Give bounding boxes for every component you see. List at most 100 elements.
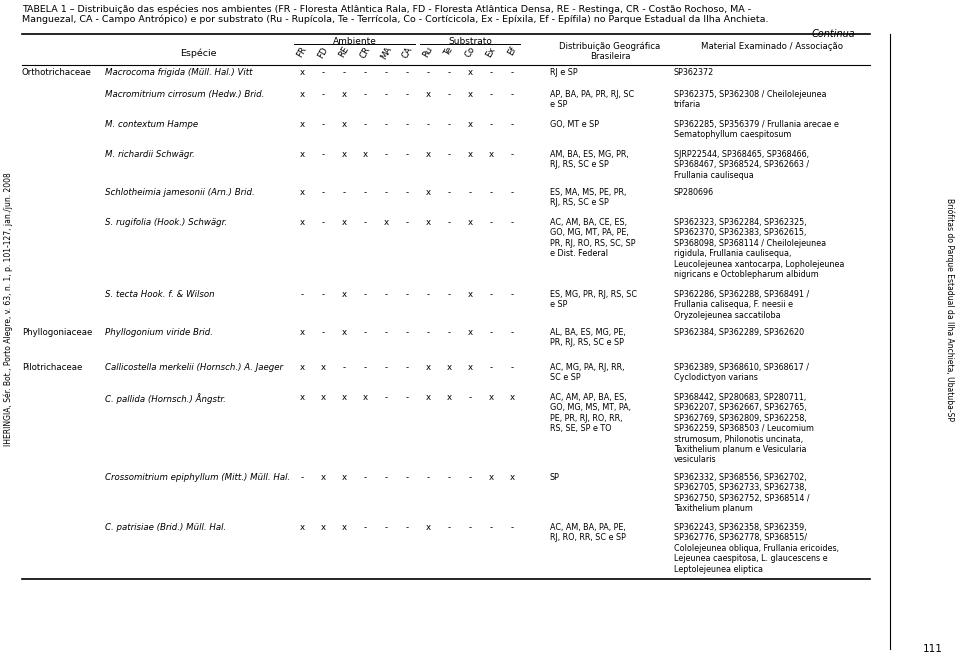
Text: AC, AM, AP, BA, ES,
GO, MG, MS, MT, PA,
PE, PR, RJ, RO, RR,
RS, SE, SP e TO: AC, AM, AP, BA, ES, GO, MG, MS, MT, PA, … (550, 393, 631, 433)
Text: -: - (511, 290, 514, 299)
Text: -: - (511, 90, 514, 99)
Text: x: x (446, 363, 451, 372)
Text: x: x (300, 363, 304, 372)
Text: RJ e SP: RJ e SP (550, 68, 578, 77)
Text: SP362243, SP362358, SP362359,
SP362776, SP362778, SP368515/
Cololejeunea obliqua: SP362243, SP362358, SP362359, SP362776, … (674, 523, 839, 573)
Text: -: - (322, 68, 324, 77)
Text: x: x (321, 473, 325, 482)
Text: -: - (364, 523, 367, 532)
Text: -: - (364, 188, 367, 197)
Text: x: x (510, 393, 515, 402)
Text: -: - (447, 328, 450, 337)
Text: -: - (447, 290, 450, 299)
Text: -: - (405, 363, 409, 372)
Text: -: - (364, 363, 367, 372)
Text: -: - (426, 290, 429, 299)
Text: M. contextum Hampe: M. contextum Hampe (105, 120, 198, 129)
Text: -: - (468, 473, 471, 482)
Text: x: x (425, 523, 431, 532)
Text: -: - (343, 363, 346, 372)
Text: Co: Co (464, 45, 477, 59)
Text: M. richardii Schwägr.: M. richardii Schwägr. (105, 150, 195, 159)
Text: -: - (511, 328, 514, 337)
Text: CA: CA (400, 45, 414, 60)
Text: -: - (405, 150, 409, 159)
Text: ES, MG, PR, RJ, RS, SC
e SP: ES, MG, PR, RJ, RS, SC e SP (550, 290, 637, 309)
Text: -: - (384, 90, 388, 99)
Text: -: - (447, 150, 450, 159)
Text: -: - (384, 68, 388, 77)
Text: SP362323, SP362284, SP362325,
SP362370, SP362383, SP362615,
SP368098, SP368114 /: SP362323, SP362284, SP362325, SP362370, … (674, 218, 845, 279)
Text: x: x (342, 90, 347, 99)
Text: -: - (447, 120, 450, 129)
Text: x: x (425, 218, 431, 227)
Text: SP362384, SP362289, SP362620: SP362384, SP362289, SP362620 (674, 328, 804, 337)
Text: Callicostella merkelii (Hornsch.) A. Jaeger: Callicostella merkelii (Hornsch.) A. Jae… (105, 363, 283, 372)
Text: -: - (490, 363, 492, 372)
Text: x: x (342, 120, 347, 129)
Text: AC, MG, PA, RJ, RR,
SC e SP: AC, MG, PA, RJ, RR, SC e SP (550, 363, 625, 382)
Text: -: - (364, 120, 367, 129)
Text: -: - (447, 90, 450, 99)
Text: x: x (321, 523, 325, 532)
Text: -: - (322, 120, 324, 129)
Text: -: - (405, 218, 409, 227)
Text: SP362286, SP362288, SP368491 /
Frullania calisequa, F. neesii e
Oryzolejeunea sa: SP362286, SP362288, SP368491 / Frullania… (674, 290, 809, 320)
Text: -: - (511, 120, 514, 129)
Text: C. patrisiae (Brid.) Müll. Hal.: C. patrisiae (Brid.) Müll. Hal. (105, 523, 227, 532)
Text: -: - (384, 393, 388, 402)
Text: -: - (384, 188, 388, 197)
Text: S. tecta Hook. f. & Wilson: S. tecta Hook. f. & Wilson (105, 290, 215, 299)
Text: -: - (364, 218, 367, 227)
Text: -: - (426, 120, 429, 129)
Text: x: x (300, 328, 304, 337)
Text: -: - (384, 523, 388, 532)
Text: x: x (321, 393, 325, 402)
Text: Crossomitrium epiphyllum (Mitt.) Müll. Hal.: Crossomitrium epiphyllum (Mitt.) Müll. H… (105, 473, 290, 482)
Text: Manguezal, CA - Campo Antrópico) e por substrato (Ru - Rupícola, Te - Terrícola,: Manguezal, CA - Campo Antrópico) e por s… (22, 14, 769, 24)
Text: -: - (384, 150, 388, 159)
Text: -: - (405, 90, 409, 99)
Text: -: - (405, 328, 409, 337)
Text: Orthotrichaceae: Orthotrichaceae (22, 68, 92, 77)
Text: Substrato: Substrato (448, 37, 492, 46)
Text: x: x (321, 363, 325, 372)
Text: x: x (489, 150, 493, 159)
Text: -: - (384, 473, 388, 482)
Text: S. rugifolia (Hook.) Schwägr.: S. rugifolia (Hook.) Schwägr. (105, 218, 228, 227)
Text: x: x (468, 120, 472, 129)
Text: -: - (364, 328, 367, 337)
Text: Te: Te (443, 45, 455, 57)
Text: -: - (490, 90, 492, 99)
Text: -: - (426, 328, 429, 337)
Text: x: x (342, 473, 347, 482)
Text: AC, AM, BA, PA, PE,
RJ, RO, RR, SC e SP: AC, AM, BA, PA, PE, RJ, RO, RR, SC e SP (550, 523, 626, 542)
Text: SP280696: SP280696 (674, 188, 714, 197)
Text: -: - (343, 68, 346, 77)
Text: CR: CR (358, 45, 372, 60)
Text: x: x (300, 218, 304, 227)
Text: -: - (405, 120, 409, 129)
Text: Macrocoma frigida (Müll. Hal.) Vitt: Macrocoma frigida (Müll. Hal.) Vitt (105, 68, 252, 77)
Text: x: x (510, 473, 515, 482)
Text: -: - (490, 218, 492, 227)
Text: -: - (405, 393, 409, 402)
Text: -: - (490, 523, 492, 532)
Text: x: x (300, 120, 304, 129)
Text: -: - (322, 150, 324, 159)
Text: -: - (322, 188, 324, 197)
Text: Briófitas do Parque Estadual da Ilha Anchieta, Ubatuba-SP: Briófitas do Parque Estadual da Ilha Anc… (946, 198, 955, 420)
Text: -: - (405, 473, 409, 482)
Text: -: - (511, 218, 514, 227)
Text: -: - (447, 218, 450, 227)
Text: -: - (511, 523, 514, 532)
Text: Espécie: Espécie (180, 49, 217, 59)
Text: Ru: Ru (421, 45, 435, 59)
Text: -: - (447, 68, 450, 77)
Text: x: x (300, 188, 304, 197)
Text: Ex: Ex (485, 45, 497, 59)
Text: -: - (405, 290, 409, 299)
Text: Phyllogonium viride Brid.: Phyllogonium viride Brid. (105, 328, 213, 337)
Text: SP: SP (550, 473, 560, 482)
Text: MA: MA (379, 45, 394, 61)
